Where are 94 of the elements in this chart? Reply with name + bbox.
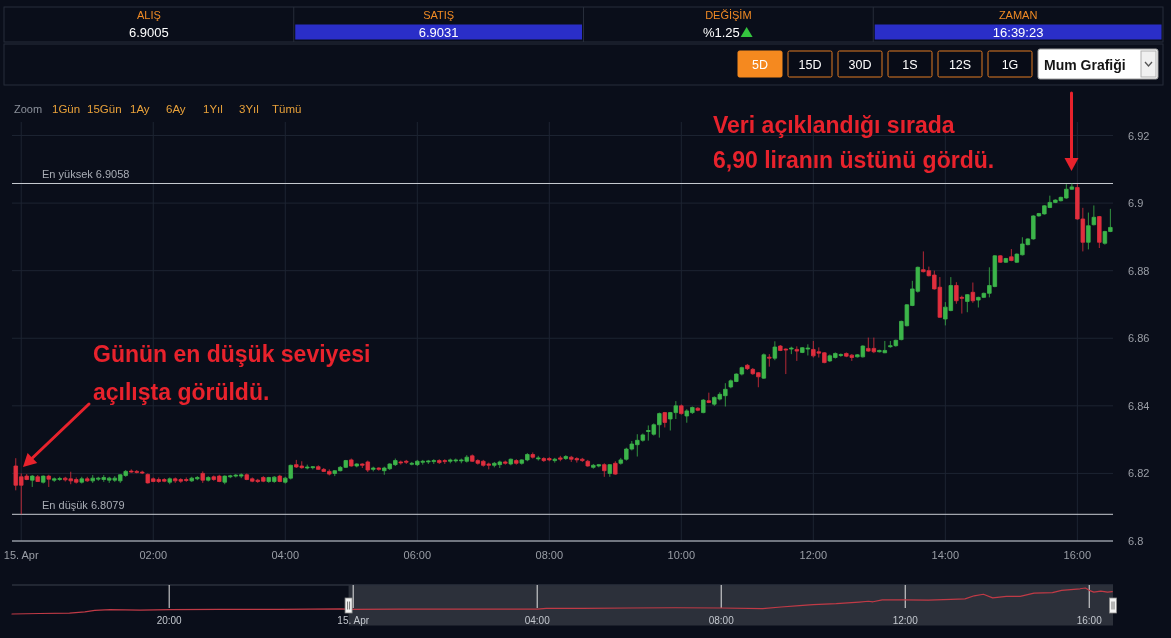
candlestick [552,457,557,464]
candlestick [745,363,750,371]
y-tick-label: 6.8 [1128,535,1144,547]
x-tick-label: 08:00 [708,615,735,626]
text: 1Yıl [203,103,223,115]
ref-line-label: En düşük 6.8079 [42,499,125,512]
candlestick [277,474,282,483]
text: 6.9005 [128,25,169,40]
text: SATIŞ [423,9,455,21]
candlestick [1086,212,1091,250]
y-tick-label: 6.92 [1128,129,1150,142]
text: 6.9031 [418,25,459,40]
candlestick [695,406,701,412]
candlestick [79,476,84,484]
x-tick-label: 15. Apr [3,549,40,561]
text: 12S [948,57,972,72]
candlestick [998,254,1003,264]
x-tick-label: 15. Apr [337,615,370,626]
candlestick [794,345,800,362]
candlestick [701,398,706,414]
text: Mum Grafiği [1044,57,1126,73]
x-tick-label: 12:00 [892,615,919,626]
candlestick [1003,257,1009,264]
candlestick [536,455,541,461]
x-tick-label: 14:00 [931,549,960,561]
y-tick-label: 6.82 [1128,467,1150,480]
text: 1Ay [130,103,150,115]
x-tick-label: 10:00 [667,549,696,561]
candlestick [85,476,90,483]
candlestick [200,470,205,484]
x-tick-label: 16:00 [1063,549,1092,561]
x-tick-label: 20:00 [156,615,183,626]
ref-line-label: En yüksek 6.9058 [42,168,130,181]
text: 3Yıl [239,103,259,115]
candlestick [965,293,970,313]
candlestick [206,475,211,482]
candlestick [585,459,590,468]
candlestick [35,474,40,483]
annotation: Veri açıklandığı sırada 6,90 liranın üstünü gördü. [713,112,995,173]
x-tick-label: 04:00 [524,615,551,626]
text: Tümü [272,103,302,115]
candlestick [371,466,376,472]
y-tick-label: 6.84 [1128,399,1150,412]
candlestick [508,458,514,466]
text: 15D [798,57,822,72]
text: ALIŞ [136,9,161,21]
text: 1G [1001,57,1019,72]
candlestick [706,392,712,404]
candlestick [1009,248,1014,262]
candlestick [602,462,607,478]
annotation: Günün en düşük seviyesi açılışta görüldü. [93,341,371,405]
candlestick [503,460,508,466]
text: 30D [848,57,872,72]
candlestick [970,282,976,304]
candlestick [46,474,51,488]
candlestick [607,463,613,478]
candlestick [514,458,519,466]
text: Zoom [14,103,43,115]
candlestick [349,458,354,468]
text: 15Gün [87,103,122,115]
text: DEĞİŞİM [705,9,752,21]
candlestick [530,452,535,459]
candlestick [354,462,359,468]
candlestick [167,477,172,485]
text: 5D [752,57,768,72]
candlestick [767,353,772,368]
text: %1.25 [702,25,740,40]
y-tick-label: 6.88 [1128,264,1150,277]
candlestick [613,460,618,476]
x-tick-label: 02:00 [139,549,168,561]
x-tick-label: 12:00 [799,549,828,561]
candlestick [376,466,382,472]
candlestick [30,474,35,488]
candlestick [772,340,778,361]
y-tick-label: 6.9 [1128,197,1144,210]
text: 1Gün [52,103,81,115]
candlestick [789,346,794,355]
candlestick [662,411,668,428]
x-tick-label: 16:00 [1076,615,1103,626]
text: 1S [902,57,918,72]
x-tick-label: 04:00 [271,549,300,561]
text: 6Ay [166,103,186,115]
candlestick [761,353,767,380]
text: ZAMAN [998,9,1038,21]
candlestick [563,454,569,461]
candlestick [679,404,684,416]
text: 16:39:23 [992,25,1044,40]
x-tick-label: 08:00 [535,549,564,561]
x-tick-label: 06:00 [403,549,432,561]
candlestick [558,455,563,462]
candlestick [1091,205,1097,226]
candlestick [41,475,46,484]
candlestick [1097,215,1102,249]
y-tick-label: 6.86 [1128,332,1150,345]
